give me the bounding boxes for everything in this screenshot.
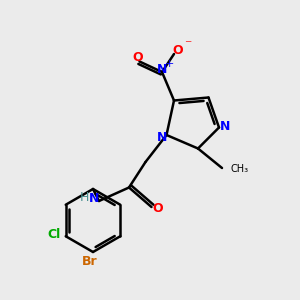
Text: O: O [172,44,183,57]
Text: H: H [80,191,89,204]
Text: CH₃: CH₃ [230,164,248,175]
Text: Cl: Cl [47,228,60,241]
Text: O: O [133,51,143,64]
Text: O: O [153,202,164,215]
Text: N: N [220,119,230,133]
Text: N: N [157,63,167,76]
Text: N: N [157,131,167,144]
Text: N: N [88,192,99,205]
Text: +: + [165,58,174,69]
Text: Br: Br [82,255,98,268]
Text: ⁻: ⁻ [184,38,191,52]
